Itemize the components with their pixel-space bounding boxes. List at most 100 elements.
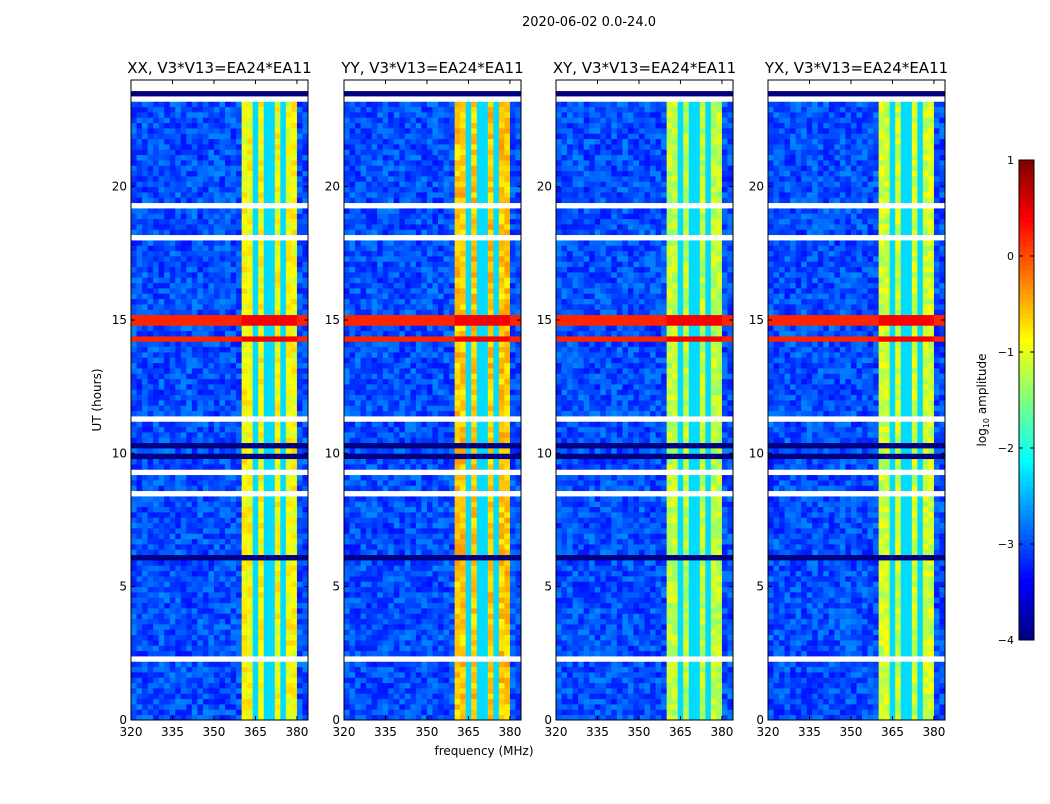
heatmap-cell — [203, 165, 209, 171]
heatmap-cell — [264, 501, 270, 507]
heatmap-cell — [258, 555, 264, 561]
heatmap-cell — [208, 603, 214, 609]
heatmap-cell — [142, 187, 148, 193]
heatmap-cell — [242, 677, 248, 683]
heatmap-cell — [297, 613, 303, 619]
heatmap-cell — [181, 427, 187, 433]
heatmap-cell — [231, 176, 237, 182]
heatmap-cell — [242, 96, 248, 102]
heatmap-cell — [181, 544, 187, 550]
heatmap-cell — [164, 320, 170, 326]
heatmap-cell — [258, 523, 264, 529]
heatmap-cell — [142, 272, 148, 278]
heatmap-cell — [253, 101, 259, 107]
heatmap-cell — [444, 565, 450, 571]
heatmap-cell — [510, 581, 516, 587]
heatmap-cell — [275, 101, 281, 107]
heatmap-cell — [236, 523, 242, 529]
heatmap-cell — [258, 219, 264, 225]
heatmap-cell — [405, 571, 411, 577]
heatmap-cell — [247, 661, 253, 667]
heatmap-cell — [175, 603, 181, 609]
heatmap-cell — [291, 640, 297, 646]
heatmap-cell — [225, 693, 231, 699]
heatmap-cell — [280, 197, 286, 203]
heatmap-cell — [225, 299, 231, 305]
heatmap-cell — [410, 613, 416, 619]
heatmap-cell — [504, 640, 510, 646]
heatmap-cell — [477, 560, 483, 566]
heatmap-cell — [482, 699, 488, 705]
heatmap-cell — [275, 448, 281, 454]
heatmap-cell — [286, 517, 292, 523]
heatmap-cell — [291, 400, 297, 406]
heatmap-cell — [247, 149, 253, 155]
heatmap-cell — [131, 693, 137, 699]
heatmap-cell — [247, 693, 253, 699]
heatmap-cell — [280, 213, 286, 219]
heatmap-cell — [236, 416, 242, 422]
heatmap-cell — [203, 523, 209, 529]
heatmap-cell — [181, 528, 187, 534]
heatmap-cell — [247, 555, 253, 561]
heatmap-cell — [275, 464, 281, 470]
heatmap-cell — [361, 539, 367, 545]
heatmap-cell — [231, 293, 237, 299]
heatmap-cell — [231, 304, 237, 310]
heatmap-cell — [148, 507, 154, 513]
heatmap-cell — [181, 400, 187, 406]
heatmap-cell — [148, 416, 154, 422]
heatmap-cell — [231, 379, 237, 385]
heatmap-cell — [142, 485, 148, 491]
heatmap-cell — [131, 320, 137, 326]
heatmap-cell — [253, 459, 259, 465]
heatmap-cell — [148, 613, 154, 619]
heatmap-cell — [388, 640, 394, 646]
heatmap-cell — [203, 592, 209, 598]
heatmap-cell — [269, 704, 275, 710]
heatmap-cell — [148, 651, 154, 657]
heatmap-cell — [269, 699, 275, 705]
heatmap-cell — [186, 427, 192, 433]
heatmap-cell — [148, 432, 154, 438]
heatmap-cell — [231, 320, 237, 326]
heatmap-cell — [220, 347, 226, 353]
heatmap-cell — [455, 560, 461, 566]
heatmap-cell — [197, 603, 203, 609]
heatmap-cell — [427, 629, 433, 635]
heatmap-cell — [286, 693, 292, 699]
heatmap-cell — [186, 277, 192, 283]
heatmap-cell — [214, 699, 220, 705]
heatmap-cell — [192, 400, 198, 406]
heatmap-cell — [153, 619, 159, 625]
heatmap-cell — [269, 555, 275, 561]
heatmap-cell — [344, 592, 350, 598]
heatmap-cell — [253, 624, 259, 630]
heatmap-cell — [131, 293, 137, 299]
heatmap-cell — [383, 640, 389, 646]
heatmap-cell — [247, 469, 253, 475]
heatmap-cell — [383, 603, 389, 609]
heatmap-cell — [242, 229, 248, 235]
heatmap-cell — [153, 107, 159, 113]
heatmap-cell — [247, 565, 253, 571]
heatmap-cell — [181, 320, 187, 326]
heatmap-cell — [258, 112, 264, 118]
heatmap-cell — [192, 347, 198, 353]
heatmap-cell — [383, 709, 389, 715]
heatmap-cell — [231, 341, 237, 347]
heatmap-cell — [388, 635, 394, 641]
heatmap-cell — [181, 651, 187, 657]
heatmap-cell — [242, 133, 248, 139]
heatmap-cell — [482, 571, 488, 577]
heatmap-cell — [236, 667, 242, 673]
heatmap-cell — [493, 629, 499, 635]
heatmap-cell — [225, 533, 231, 539]
heatmap-cell — [394, 683, 400, 689]
heatmap-cell — [137, 309, 143, 315]
heatmap-cell — [175, 91, 181, 97]
heatmap-cell — [236, 533, 242, 539]
heatmap-cell — [269, 475, 275, 481]
heatmap-cell — [153, 379, 159, 385]
heatmap-cell — [280, 512, 286, 518]
